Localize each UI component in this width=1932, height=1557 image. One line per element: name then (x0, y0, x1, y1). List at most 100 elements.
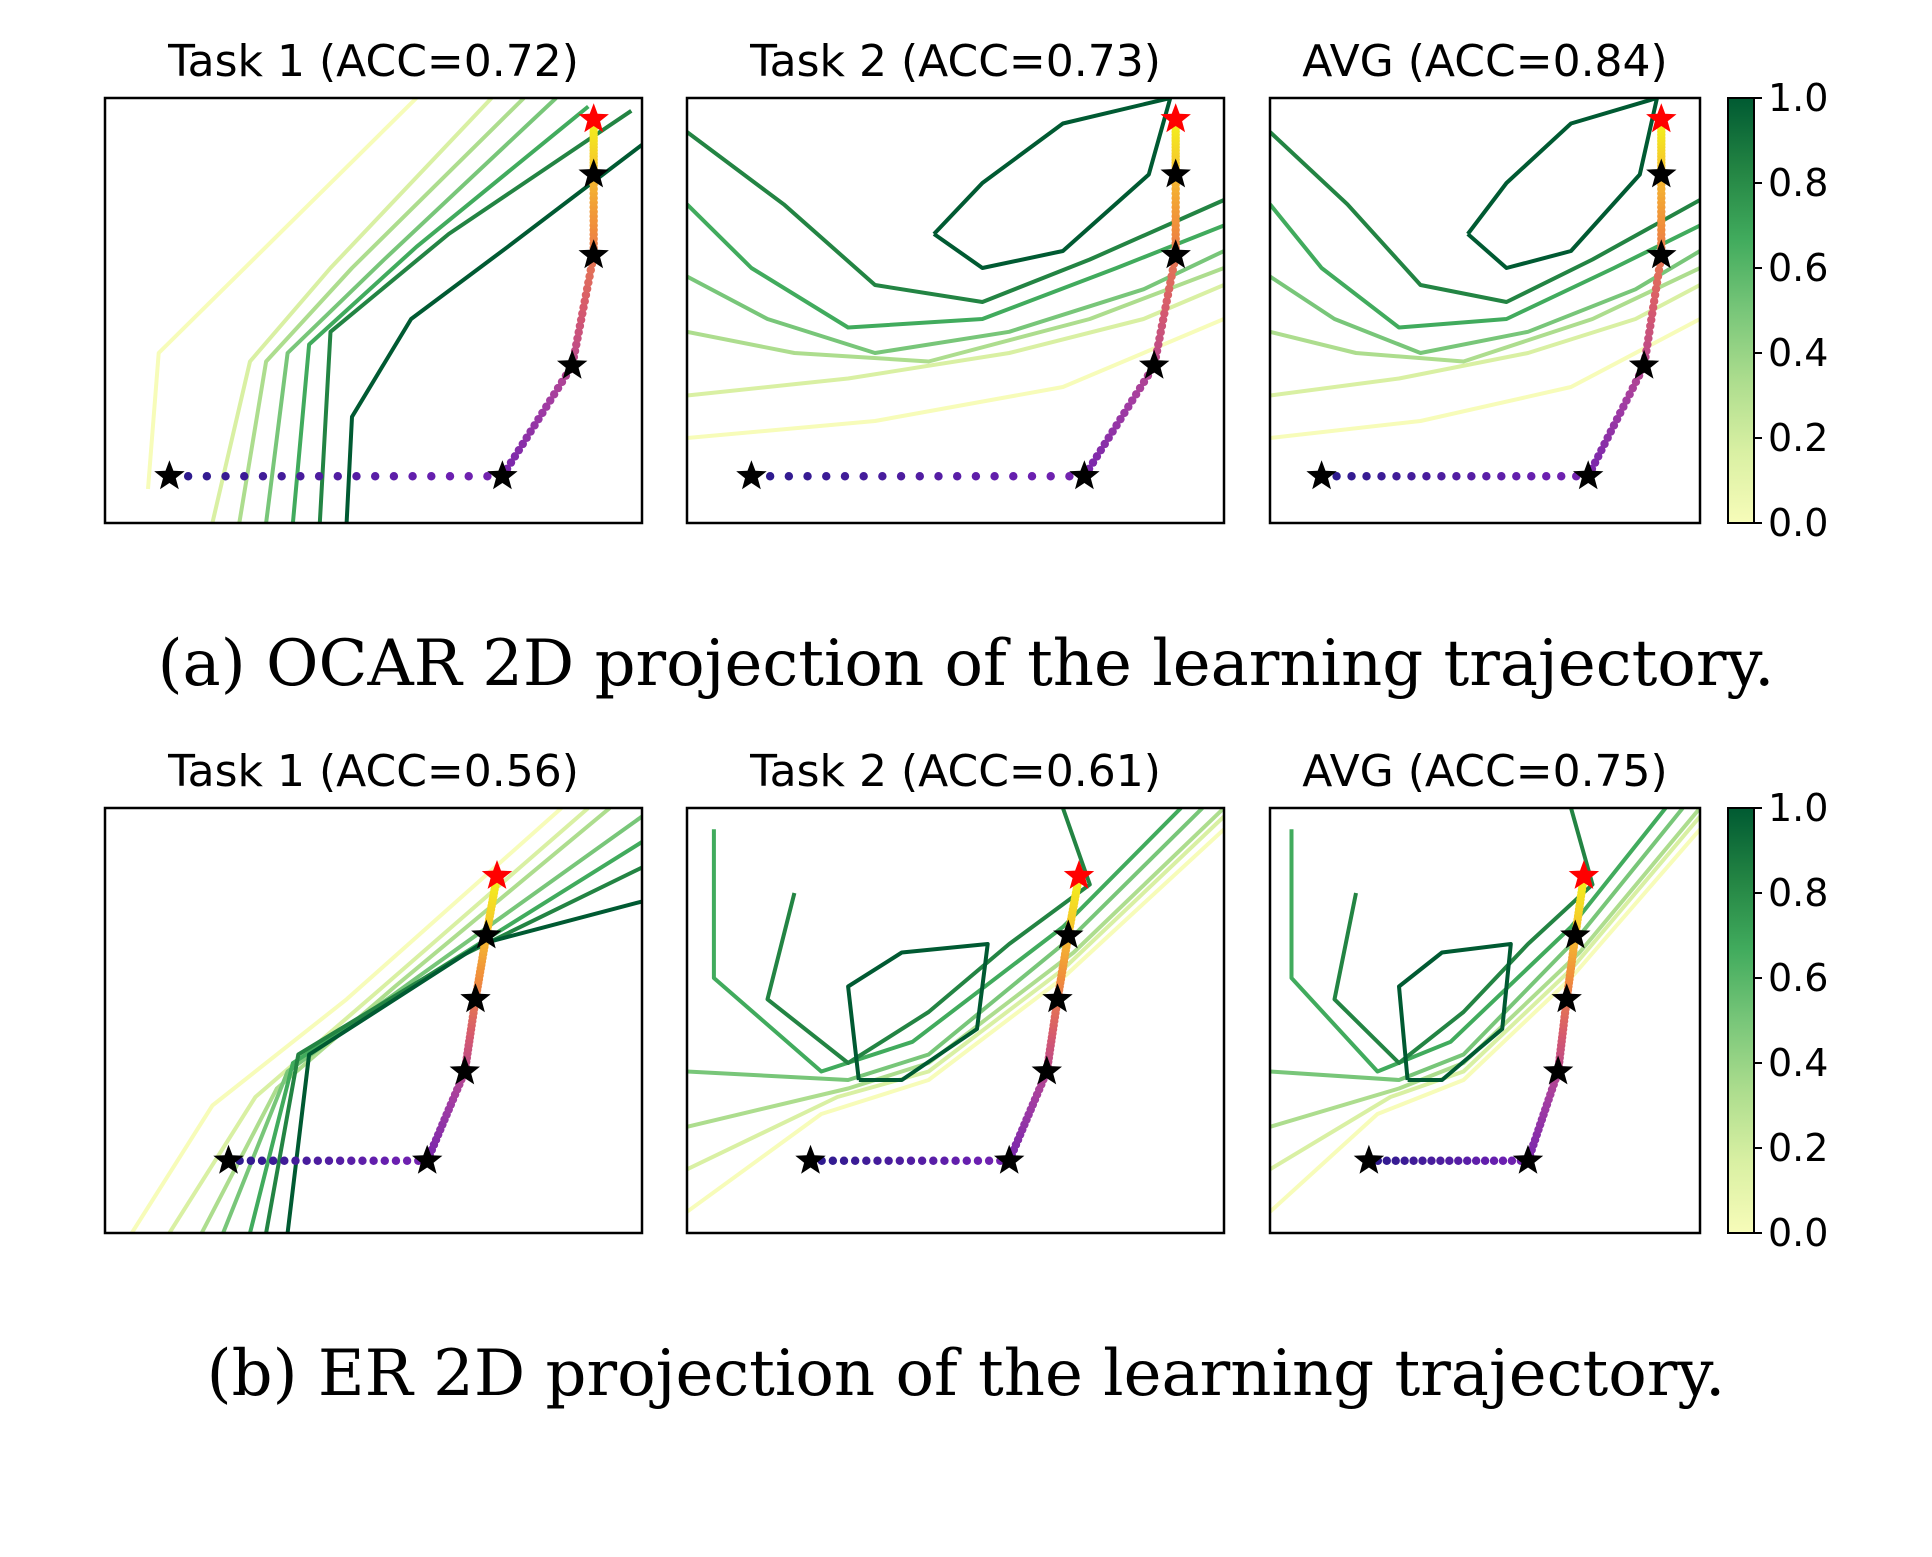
panel-title: Task 2 (ACC=0.61) (749, 746, 1161, 797)
milestone-star-marker (1542, 1055, 1574, 1085)
contour-line (846, 942, 990, 1082)
trajectory-point (510, 452, 520, 461)
colorbar-tick-label: 1.0 (1768, 76, 1828, 120)
trajectory-point (389, 472, 399, 481)
trajectory-point (873, 1156, 882, 1165)
contour-line (932, 98, 1173, 270)
trajectory-point (1654, 265, 1664, 275)
colorbar-tick-label: 0.0 (1768, 1211, 1828, 1255)
trajectory-point (1160, 309, 1169, 318)
milestone-star-marker (1628, 349, 1660, 379)
trajectory-point (1162, 296, 1171, 306)
trajectory-point (1027, 472, 1037, 481)
contour-line (687, 815, 1224, 1172)
trajectory-point (1156, 328, 1165, 337)
trajectory-point (1625, 390, 1634, 399)
contour-line (1397, 942, 1513, 1082)
trajectory-point (530, 421, 539, 430)
trajectory-point (929, 1156, 938, 1165)
panel-title: Task 2 (ACC=0.73) (749, 36, 1161, 87)
contour-line (146, 98, 418, 490)
panels-layer: Task 1 (ACC=0.72) Task 2 (ACC=0.73) AVG (A… (103, 36, 1702, 1235)
trajectory-point (1418, 1156, 1427, 1165)
trajectory-point (1108, 427, 1117, 436)
milestone-star-marker (213, 1144, 244, 1174)
trajectory-point (1104, 433, 1113, 442)
milestone-star-marker (1069, 460, 1100, 490)
trajectory-point (314, 472, 324, 481)
trajectory-point (1606, 427, 1616, 436)
trajectory-point (584, 278, 593, 287)
contour-line (687, 249, 1224, 355)
colorbar-scale (1727, 807, 1755, 1234)
trajectory-point (586, 265, 595, 275)
trajectory-point (1498, 1156, 1508, 1165)
trajectory-point (542, 402, 551, 411)
contour-lines (687, 808, 1224, 1214)
trajectory-point (1128, 396, 1137, 405)
trajectory-point (370, 472, 380, 481)
colorbar-tick-label: 0.4 (1768, 1041, 1828, 1085)
final-star-marker (1160, 103, 1191, 133)
trajectory-point (506, 458, 516, 467)
milestone-star-marker (449, 1055, 480, 1085)
contour-lines (1270, 808, 1700, 1214)
trajectory-point (1166, 278, 1175, 287)
contour-line (130, 808, 563, 1233)
trajectory-point (514, 445, 524, 455)
trajectory-point (1653, 272, 1663, 281)
trajectory-point (402, 1156, 412, 1165)
trajectory-point (1646, 321, 1655, 331)
trajectory-point (580, 296, 589, 306)
milestone-star-marker (487, 460, 518, 490)
trajectory-point (1161, 303, 1170, 312)
milestone-star-marker (471, 919, 502, 949)
trajectory-point (291, 1156, 300, 1165)
contour-line (199, 808, 612, 1233)
trajectory-point (1489, 1156, 1499, 1165)
trajectory-point (579, 303, 588, 312)
contour-line (687, 283, 1224, 398)
trajectory-point (1612, 414, 1622, 424)
milestone-star-marker (1306, 460, 1337, 490)
trajectory-point (1409, 1156, 1418, 1165)
milestone-star-marker (795, 1144, 826, 1174)
milestone-star-marker (460, 983, 491, 1013)
trajectory-point (1619, 402, 1628, 411)
trajectory-point (258, 472, 268, 481)
colorbar-tick-label: 0.8 (1768, 871, 1828, 915)
contour-line (687, 808, 1224, 1129)
milestone-star-marker (578, 158, 609, 188)
trajectory-point (1135, 383, 1145, 393)
panel-4: Task 1 (ACC=0.56) (103, 746, 644, 1235)
milestone-star-marker (1160, 239, 1191, 269)
trajectory (736, 103, 1191, 490)
trajectory-point (582, 284, 592, 293)
trajectory-point (221, 472, 230, 481)
trajectory-point (1096, 445, 1106, 455)
trajectory-point (822, 472, 831, 481)
trajectory-point (380, 1156, 389, 1165)
trajectory-point (1167, 272, 1176, 281)
trajectory-point (1382, 1156, 1391, 1165)
trajectory-point (522, 433, 531, 442)
final-star-marker (578, 103, 609, 133)
trajectory (154, 103, 609, 490)
trajectory-point (352, 472, 361, 481)
trajectory-point (1527, 472, 1536, 481)
contour-lines (1270, 98, 1700, 440)
colorbar-tick-label: 0.0 (1768, 501, 1828, 545)
trajectory-point (1168, 265, 1177, 275)
trajectory-point (257, 1156, 267, 1165)
trajectory-point (1347, 472, 1356, 481)
trajectory-point (973, 1156, 983, 1165)
trajectory-point (951, 1156, 960, 1165)
trajectory-point (1467, 472, 1476, 481)
milestone-star-marker (1512, 1144, 1544, 1174)
trajectory-point (1482, 472, 1491, 481)
plot-frame (1268, 806, 1702, 1235)
trajectory-point (1597, 445, 1606, 455)
trajectory-point (1112, 421, 1121, 430)
colorbar-tick-label: 0.2 (1768, 1126, 1828, 1170)
trajectory (1306, 103, 1677, 490)
